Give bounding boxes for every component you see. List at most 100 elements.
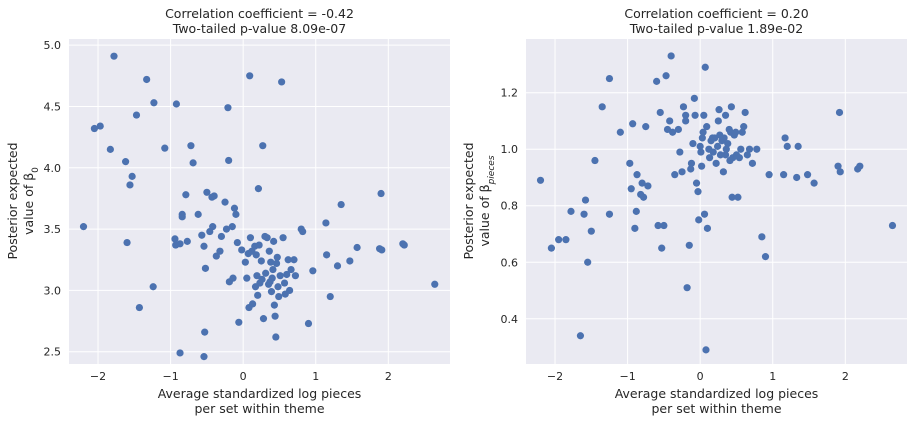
- grid-lines: [526, 39, 907, 364]
- data-point: [259, 315, 268, 323]
- data-point: [255, 241, 263, 249]
- data-point: [587, 227, 595, 235]
- data-point: [254, 291, 262, 299]
- y-tick-label: 0.6: [501, 256, 519, 269]
- data-point: [702, 346, 710, 354]
- data-point: [734, 193, 742, 201]
- data-point: [309, 267, 317, 275]
- data-point: [691, 111, 699, 119]
- data-point: [547, 244, 556, 252]
- data-point: [258, 275, 266, 283]
- data-point: [267, 288, 276, 296]
- data-point: [178, 210, 186, 218]
- data-point: [581, 196, 590, 204]
- y-tick-label: 4.0: [44, 162, 62, 175]
- data-point: [656, 108, 664, 117]
- y-axis-label-line-2: value of βpieces: [477, 155, 497, 246]
- data-point: [555, 236, 563, 244]
- data-point: [353, 243, 361, 252]
- data-point: [765, 171, 773, 179]
- data-point: [243, 274, 251, 282]
- data-point: [644, 182, 652, 190]
- data-point: [856, 162, 864, 170]
- data-point: [323, 251, 331, 259]
- data-point: [706, 154, 714, 162]
- data-point: [692, 179, 701, 187]
- data-point: [803, 171, 812, 179]
- data-point: [216, 247, 224, 255]
- x-axis-label-line-1: Average standardized log pieces: [615, 386, 819, 401]
- data-point: [79, 223, 88, 231]
- data-points: [536, 52, 897, 354]
- data-point: [696, 142, 704, 150]
- chart-title-line-2: Two-tailed p-value 1.89e-02: [629, 21, 803, 36]
- data-point: [253, 272, 261, 280]
- tick-labels: −2 −1 0 1 2 2.5 3.0 3.5 4.0 4.5 5.0: [44, 39, 392, 383]
- data-point: [132, 111, 141, 119]
- data-point: [222, 225, 231, 233]
- data-point: [682, 111, 690, 119]
- data-point: [580, 210, 588, 218]
- data-point: [269, 265, 277, 274]
- data-point: [246, 234, 255, 242]
- data-point: [584, 258, 592, 266]
- data-point: [128, 172, 136, 180]
- data-point: [721, 151, 730, 159]
- data-point: [161, 144, 169, 152]
- data-point: [627, 185, 635, 193]
- y-tick-label: 2.5: [44, 346, 62, 359]
- data-point: [639, 193, 648, 201]
- data-point: [149, 283, 157, 291]
- data-point: [272, 333, 280, 341]
- data-point: [337, 200, 345, 209]
- data-point: [631, 224, 639, 232]
- data-point: [679, 103, 688, 111]
- data-point: [732, 128, 740, 136]
- data-point: [638, 179, 646, 187]
- x-tick-label: −2: [547, 370, 563, 383]
- y-axis-label-line-2: value of β0: [21, 167, 41, 235]
- chart-title-line-1: Correlation coefficient = 0.20: [624, 6, 808, 21]
- data-point: [280, 279, 289, 287]
- data-point: [697, 148, 705, 156]
- data-point: [835, 108, 844, 117]
- data-point: [172, 100, 181, 108]
- data-point: [836, 168, 844, 176]
- data-point: [122, 158, 130, 166]
- x-tick-label: −1: [162, 370, 178, 383]
- x-tick-label: −2: [90, 370, 106, 383]
- data-point: [676, 148, 684, 156]
- data-point: [698, 162, 706, 170]
- data-point: [761, 253, 770, 261]
- data-point: [189, 159, 197, 167]
- data-point: [241, 258, 249, 266]
- data-point: [700, 210, 709, 218]
- left-plot: −2 −1 0 1 2 2.5 3.0 3.5 4.0 4.5 5.0 Correlation co…: [5, 6, 450, 416]
- data-point: [183, 237, 191, 245]
- data-point: [176, 240, 184, 248]
- data-point: [229, 274, 237, 282]
- right-plot: −2 −1 0 1 2 0.4 0.6 0.8 1.0 1.2 Correlation coeff…: [461, 6, 907, 416]
- data-point: [290, 256, 298, 264]
- data-point: [741, 108, 749, 117]
- data-point: [262, 269, 270, 277]
- data-point: [781, 134, 789, 142]
- data-point: [233, 238, 241, 247]
- data-point: [658, 244, 666, 252]
- data-point: [270, 237, 278, 245]
- data-point: [203, 188, 211, 196]
- data-point: [286, 286, 294, 295]
- data-point: [689, 139, 697, 148]
- data-point: [259, 142, 267, 150]
- data-point: [299, 227, 307, 236]
- plot-area: [69, 39, 450, 364]
- data-point: [135, 303, 143, 312]
- data-point: [201, 264, 210, 272]
- data-point: [793, 173, 801, 182]
- data-point: [671, 171, 679, 179]
- data-point: [194, 210, 202, 218]
- y-tick-label: 3.0: [44, 284, 62, 297]
- data-point: [687, 165, 695, 173]
- data-point: [703, 224, 712, 232]
